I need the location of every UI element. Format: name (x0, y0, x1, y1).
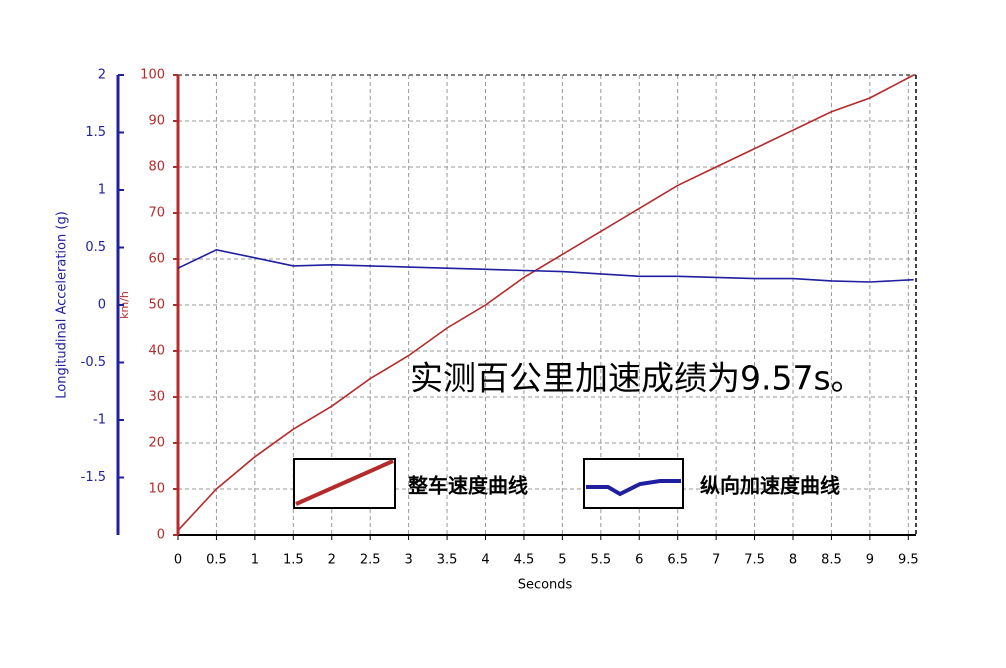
x-tick-label: 3.5 (437, 553, 458, 568)
y2-tick-label: -1.5 (81, 470, 106, 485)
y2-tick-label: 1.5 (85, 125, 106, 140)
x-tick-label: 2.5 (360, 553, 381, 568)
x-tick-label: 8 (789, 553, 797, 568)
y-tick-label: 20 (148, 436, 165, 451)
x-tick-label: 6 (635, 553, 643, 568)
x-tick-label: 2 (328, 553, 336, 568)
x-tick-label: 8.5 (821, 553, 842, 568)
x-tick-label: 1 (251, 553, 259, 568)
y-tick-label: 100 (140, 68, 165, 83)
legend-swatch (295, 459, 394, 506)
y2-axis-label: Longitudinal Acceleration (g) (55, 211, 70, 399)
y-tick-label: 0 (157, 528, 165, 543)
y-tick-label: 30 (148, 390, 165, 405)
y-tick-label: 10 (148, 482, 165, 497)
data-line (177, 74, 915, 531)
x-tick-label: 0 (174, 553, 182, 568)
y-tick-label: 40 (148, 344, 165, 359)
x-tick-label: 4 (481, 553, 489, 568)
legend-swatch (586, 479, 681, 497)
data-line (177, 248, 914, 283)
legend-label: 纵向加速度曲线 (700, 474, 840, 498)
x-tick-label: 1.5 (283, 553, 304, 568)
x-tick-label: 4.5 (514, 553, 535, 568)
x-tick-label: 6.5 (667, 553, 688, 568)
y-tick-label: 60 (148, 252, 165, 267)
x-tick-label: 7 (712, 553, 720, 568)
x-axis-label: Seconds (518, 578, 573, 593)
x-tick-label: 5.5 (590, 553, 611, 568)
y-tick-label: 80 (148, 160, 165, 175)
legend-label: 整车速度曲线 (407, 474, 528, 498)
y2-tick-label: -1 (93, 413, 106, 428)
y-tick-label: 70 (148, 206, 165, 221)
x-tick-label: 7.5 (744, 553, 765, 568)
y2-tick-label: 0 (98, 298, 106, 313)
annotation: 实测百公里加速成绩为9.57s。 (410, 359, 864, 398)
y-tick-label: 50 (148, 298, 165, 313)
y2-tick-label: 0.5 (85, 240, 106, 255)
y-axis-label: km/h (118, 291, 131, 319)
y2-tick-label: -0.5 (81, 355, 106, 370)
y-tick-label: 90 (148, 114, 165, 129)
x-tick-label: 0.5 (206, 553, 227, 568)
y2-tick-label: 2 (98, 68, 106, 83)
x-tick-label: 3 (404, 553, 412, 568)
y2-tick-label: 1 (98, 183, 106, 198)
x-tick-label: 9.5 (898, 553, 919, 568)
legend-box (583, 458, 684, 509)
x-tick-label: 9 (866, 553, 874, 568)
x-tick-label: 5 (558, 553, 566, 568)
